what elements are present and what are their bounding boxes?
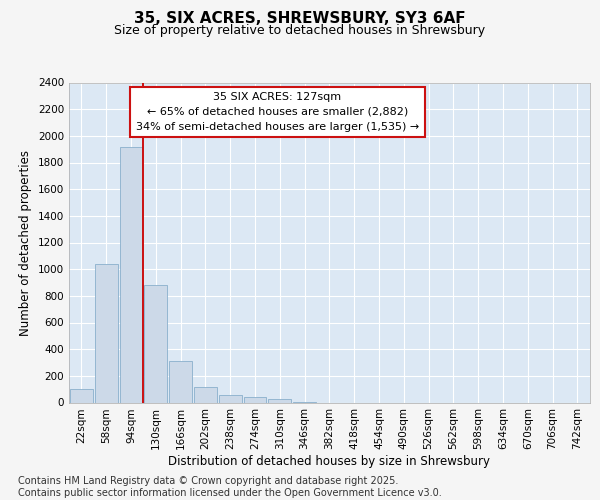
Y-axis label: Number of detached properties: Number of detached properties — [19, 150, 32, 336]
Text: 35, SIX ACRES, SHREWSBURY, SY3 6AF: 35, SIX ACRES, SHREWSBURY, SY3 6AF — [134, 11, 466, 26]
Text: Size of property relative to detached houses in Shrewsbury: Size of property relative to detached ho… — [115, 24, 485, 37]
Text: Contains HM Land Registry data © Crown copyright and database right 2025.
Contai: Contains HM Land Registry data © Crown c… — [18, 476, 442, 498]
Bar — [244, 397, 266, 402]
Bar — [194, 387, 217, 402]
Bar — [70, 389, 93, 402]
Bar — [119, 146, 142, 402]
Bar — [268, 398, 291, 402]
Text: 35 SIX ACRES: 127sqm
← 65% of detached houses are smaller (2,882)
34% of semi-de: 35 SIX ACRES: 127sqm ← 65% of detached h… — [136, 92, 419, 132]
X-axis label: Distribution of detached houses by size in Shrewsbury: Distribution of detached houses by size … — [169, 455, 490, 468]
Bar — [169, 360, 192, 403]
Bar — [95, 264, 118, 402]
Bar — [219, 395, 242, 402]
Bar — [145, 285, 167, 403]
